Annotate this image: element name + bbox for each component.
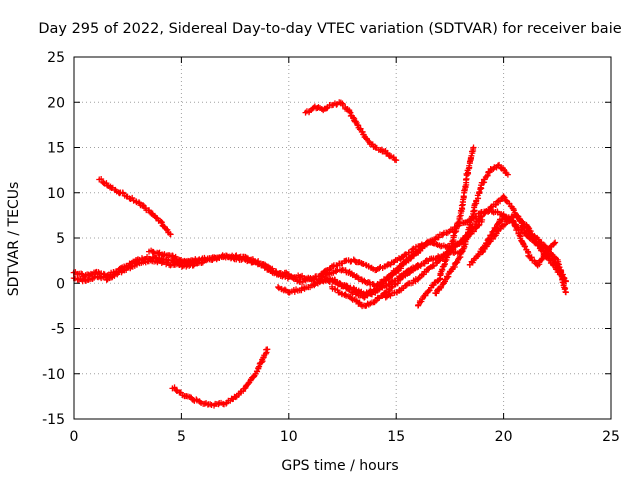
data-point xyxy=(348,295,355,302)
data-point xyxy=(196,398,203,405)
data-point xyxy=(357,125,364,132)
data-point xyxy=(562,289,569,296)
data-point xyxy=(98,176,105,183)
y-tick-label: 5 xyxy=(56,231,65,247)
y-axis-label: SDTVAR / TECUs xyxy=(6,182,22,297)
data-point xyxy=(232,394,239,401)
data-point xyxy=(516,232,523,239)
data-point xyxy=(444,251,451,258)
series-arc-14 xyxy=(432,161,511,297)
data-points xyxy=(70,99,569,409)
data-point xyxy=(542,250,549,257)
chart-title: Day 295 of 2022, Sidereal Day-to-day VTE… xyxy=(38,21,621,37)
data-point xyxy=(193,396,200,403)
data-point xyxy=(415,275,422,282)
x-tick-label: 15 xyxy=(387,429,405,445)
data-point xyxy=(470,144,477,151)
y-tick-label: 25 xyxy=(47,50,65,66)
data-point xyxy=(500,222,507,229)
data-point xyxy=(476,188,483,195)
y-tick-label: -5 xyxy=(51,322,65,338)
x-tick-label: 25 xyxy=(602,429,620,445)
data-point xyxy=(425,239,432,246)
data-point xyxy=(433,241,440,248)
data-point xyxy=(241,255,248,262)
data-point xyxy=(484,172,491,179)
data-point xyxy=(352,297,359,304)
series-arc-13 xyxy=(415,144,477,309)
y-tick-label: -10 xyxy=(42,367,65,383)
data-point xyxy=(552,239,559,246)
data-point xyxy=(435,234,442,241)
data-point xyxy=(408,249,415,256)
data-point xyxy=(140,202,147,209)
y-tick-label: 20 xyxy=(47,95,65,111)
data-point xyxy=(425,287,432,294)
y-tick-label: 15 xyxy=(47,141,65,157)
data-point xyxy=(524,224,531,231)
series-arc-1 xyxy=(96,176,174,238)
series-arc-2 xyxy=(302,99,400,164)
data-point xyxy=(275,284,282,291)
x-tick-label: 20 xyxy=(495,429,513,445)
data-point xyxy=(526,227,533,234)
data-point xyxy=(492,201,499,208)
data-point xyxy=(493,224,500,231)
series-arc-11 xyxy=(328,248,464,310)
data-point xyxy=(254,368,261,375)
data-point xyxy=(158,219,165,226)
x-axis-label: GPS time / hours xyxy=(281,458,398,474)
data-point xyxy=(503,197,510,204)
data-point xyxy=(551,240,558,247)
data-point xyxy=(164,226,171,233)
series-arc-6 xyxy=(146,247,271,272)
data-point xyxy=(281,286,288,293)
x-tick-label: 0 xyxy=(70,429,79,445)
data-point xyxy=(538,256,545,263)
series-arc-3 xyxy=(169,346,271,409)
data-point xyxy=(527,228,534,235)
data-point xyxy=(393,157,400,164)
data-point xyxy=(475,222,482,229)
data-point xyxy=(504,171,511,178)
data-point xyxy=(443,254,450,261)
data-point xyxy=(500,193,507,200)
series-arc-5 xyxy=(70,257,206,285)
data-point xyxy=(264,346,271,353)
y-tick-label: -15 xyxy=(42,412,65,428)
ticks: 0 5 10 15 20 25 -15 -10 -5 0 5 10 15 20 25 xyxy=(42,50,620,445)
data-point xyxy=(394,268,401,275)
data-point xyxy=(498,216,505,223)
y-tick-label: 0 xyxy=(56,276,65,292)
data-point xyxy=(458,202,465,209)
data-point xyxy=(486,207,493,214)
data-point xyxy=(557,267,564,274)
data-point xyxy=(551,254,558,261)
data-point xyxy=(386,274,393,281)
data-point xyxy=(452,228,459,235)
data-point xyxy=(316,279,323,286)
data-point xyxy=(510,218,517,225)
data-point xyxy=(483,240,490,247)
data-point xyxy=(155,250,162,257)
data-point xyxy=(554,260,561,267)
data-point xyxy=(167,231,174,238)
data-point xyxy=(256,363,263,370)
data-point xyxy=(522,243,529,250)
data-point xyxy=(346,108,353,115)
series-arc-16 xyxy=(466,211,559,269)
data-point xyxy=(502,221,509,228)
data-point xyxy=(493,230,500,237)
x-tick-label: 5 xyxy=(177,429,186,445)
x-tick-label: 10 xyxy=(280,429,298,445)
data-point xyxy=(350,114,357,121)
y-tick-label: 10 xyxy=(47,186,65,202)
series-arc-10 xyxy=(318,239,432,278)
data-point xyxy=(492,225,499,232)
data-point xyxy=(453,260,460,267)
data-point xyxy=(539,255,546,262)
